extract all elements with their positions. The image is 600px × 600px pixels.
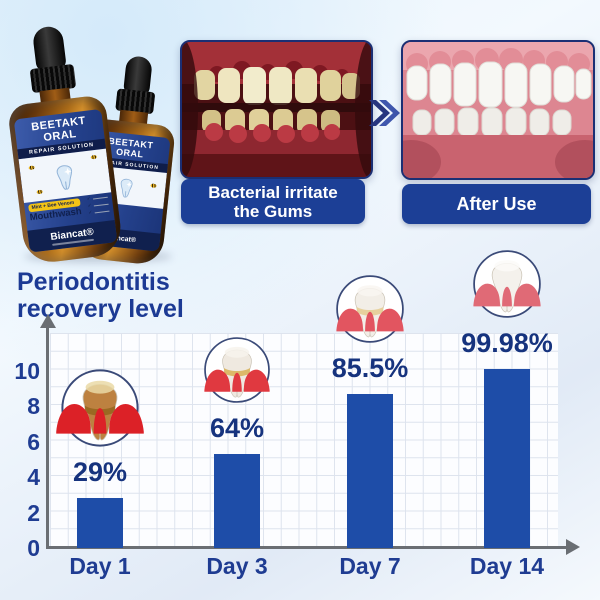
tooth-sparkle-icon bbox=[56, 165, 73, 190]
stage-icon-circle bbox=[472, 249, 542, 319]
x-axis-arrow-icon bbox=[566, 539, 580, 555]
y-tick-label: 10 bbox=[14, 357, 40, 384]
after-label-text: After Use bbox=[456, 193, 537, 214]
bee-icon bbox=[36, 189, 43, 195]
y-tick-label: 6 bbox=[27, 428, 40, 455]
recovering-tooth-gums-icon bbox=[336, 274, 404, 343]
benefit-checklist: ✓ ✓ ✓ bbox=[86, 195, 110, 217]
y-tick-label: 0 bbox=[27, 535, 40, 561]
x-category-label: Day 7 bbox=[339, 553, 401, 579]
check-icon: ✓ bbox=[86, 195, 92, 203]
bee-icon bbox=[90, 154, 98, 160]
x-category-label: Day 3 bbox=[206, 553, 268, 579]
before-label-line1: Bacterial irritate bbox=[208, 182, 338, 202]
tartar-tooth-red-gums-icon bbox=[204, 337, 270, 403]
double-chevron-right-icon bbox=[366, 96, 400, 130]
inflamed-gums-teeth-photo bbox=[182, 42, 371, 177]
bottle-label: BEETAKT ORAL REPAIR SOLUTION Mint + Bee … bbox=[13, 108, 118, 253]
before-label-line2: the Gums bbox=[233, 201, 313, 221]
stage-icon-circle bbox=[56, 368, 144, 448]
x-axis bbox=[46, 546, 568, 549]
y-tick-label: 4 bbox=[27, 464, 40, 490]
tooth-sparkle-icon bbox=[120, 178, 133, 198]
stage-icon-circle bbox=[335, 274, 405, 344]
decayed-tooth-inflamed-gums-icon bbox=[56, 369, 144, 447]
check-icon: ✓ bbox=[87, 202, 93, 210]
bee-icon bbox=[28, 165, 35, 171]
before-label-badge: Bacterial irritate the Gums bbox=[181, 179, 365, 224]
percent-label: 85.5% bbox=[331, 352, 409, 383]
after-label-badge: After Use bbox=[402, 184, 591, 224]
after-photo bbox=[401, 40, 595, 180]
y-axis bbox=[46, 326, 49, 548]
bar-day-7 bbox=[347, 393, 393, 548]
chart-gridpaper bbox=[50, 333, 558, 548]
percent-label: 29% bbox=[72, 457, 128, 488]
y-axis-arrow-icon bbox=[40, 314, 56, 328]
healthy-teeth-photo bbox=[403, 42, 593, 178]
healthy-tooth-gums-icon bbox=[473, 249, 541, 318]
bar-day-14 bbox=[484, 368, 530, 548]
y-tick-label: 8 bbox=[27, 393, 40, 419]
bee-icon bbox=[150, 183, 157, 189]
y-tick-label: 2 bbox=[27, 499, 40, 526]
chart-title-line1: Periodontitis bbox=[17, 268, 170, 296]
bottle-label: BEETAKT ORAL REPAIR SOLUTION Biancat® bbox=[81, 130, 171, 252]
bar-day-3 bbox=[214, 453, 260, 548]
product-bottle-front: BEETAKT ORAL REPAIR SOLUTION Mint + Bee … bbox=[0, 21, 124, 267]
stage-icon-circle bbox=[203, 336, 271, 404]
percent-label: 99.98% bbox=[461, 327, 553, 358]
check-icon: ✓ bbox=[88, 209, 93, 217]
product-bottle-back: BEETAKT ORAL REPAIR SOLUTION Biancat® bbox=[75, 52, 182, 270]
bar-day-1 bbox=[77, 498, 123, 548]
x-category-label: Day 14 bbox=[469, 553, 545, 579]
x-category-label: Day 1 bbox=[69, 553, 131, 579]
chart-title: Periodontitis recovery level bbox=[17, 269, 184, 323]
percent-label: 64% bbox=[209, 412, 265, 443]
label-artwork bbox=[18, 148, 112, 203]
product-bottles: BEETAKT ORAL REPAIR SOLUTION Biancat® bbox=[0, 0, 185, 270]
label-artwork bbox=[85, 164, 167, 209]
before-photo bbox=[180, 40, 373, 179]
